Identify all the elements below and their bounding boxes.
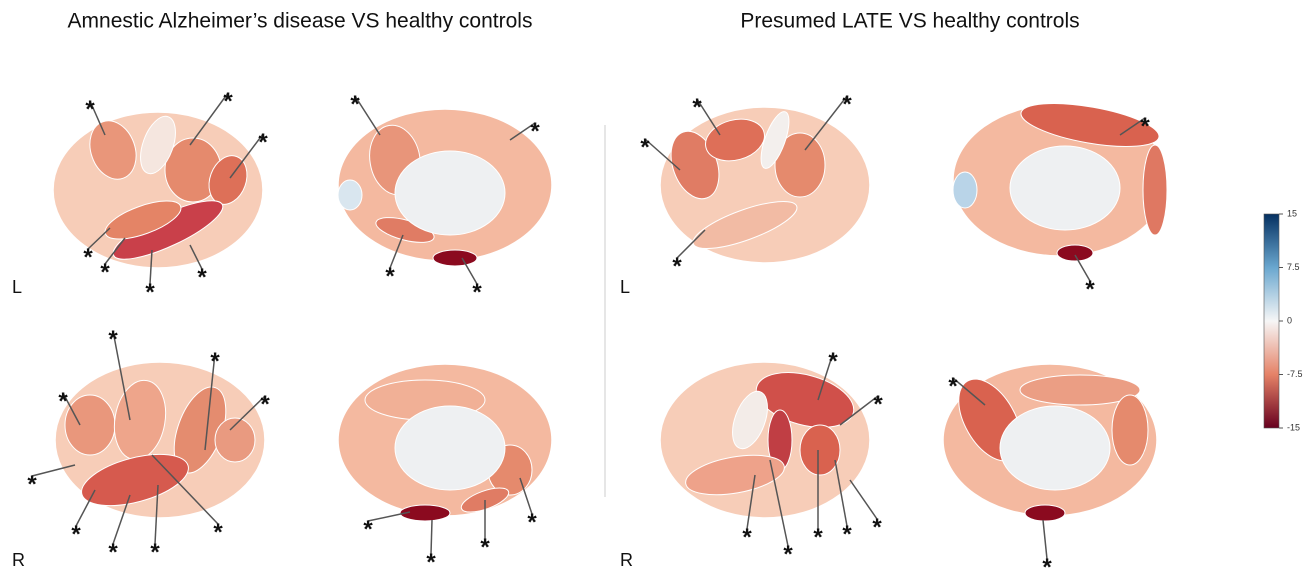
significance-marker: * [692,94,702,121]
significance-marker: * [948,373,958,400]
figure: Amnestic Alzheimer’s disease VS healthy … [0,0,1307,573]
brain-region [800,425,840,475]
significance-marker: * [197,264,207,291]
significance-marker: * [480,534,490,561]
significance-marker: * [472,279,482,306]
significance-marker: * [260,391,270,418]
brain-region [433,250,477,266]
significance-marker: * [145,279,155,306]
significance-marker: * [1085,276,1095,303]
hemisphere-label: R [12,550,25,570]
significance-marker: * [872,514,882,541]
colorbar [1264,214,1279,428]
panel-title: Presumed LATE VS healthy controls [740,10,1079,33]
significance-marker: * [672,253,682,280]
significance-marker: * [223,88,233,115]
significance-marker: * [385,263,395,290]
significance-marker: * [108,326,118,353]
brain-region [1057,245,1093,261]
significance-marker: * [842,521,852,548]
brain-core [1010,146,1120,230]
significance-marker: * [842,91,852,118]
brain-region [1112,395,1148,465]
significance-marker: * [27,471,37,498]
brain-core [395,151,505,235]
colorbar-tick-label: 7.5 [1287,262,1300,272]
brain-core [1000,406,1110,490]
significance-marker: * [71,521,81,548]
brain-region [65,395,115,455]
significance-marker: * [1042,554,1052,573]
significance-marker: * [742,524,752,551]
colorbar-tick-label: -7.5 [1287,369,1303,379]
significance-marker: * [210,348,220,375]
brain-region [1025,505,1065,521]
hemisphere-label: R [620,550,633,570]
significance-marker: * [1140,113,1150,140]
significance-marker: * [527,509,537,536]
brain-core [395,406,505,490]
significance-marker: * [58,388,68,415]
significance-marker: * [85,96,95,123]
significance-marker: * [100,259,110,286]
hemisphere-label: L [620,277,630,297]
brain-region [338,180,362,210]
significance-marker: * [783,541,793,568]
significance-marker: * [640,134,650,161]
significance-marker: * [258,129,268,156]
significance-marker: * [150,539,160,566]
significance-marker: * [350,91,360,118]
significance-marker: * [828,348,838,375]
significance-marker: * [426,549,436,573]
significance-marker: * [530,118,540,145]
brain-region [953,172,977,208]
colorbar-tick-label: -15 [1287,422,1300,432]
significance-marker: * [108,539,118,566]
significance-marker: * [213,519,223,546]
significance-marker: * [83,244,93,271]
significance-marker: * [363,516,373,543]
significance-marker: * [873,391,883,418]
significance-marker: * [813,524,823,551]
panel-title: Amnestic Alzheimer’s disease VS healthy … [68,10,533,33]
hemisphere-label: L [12,277,22,297]
colorbar-tick-label: 15 [1287,208,1297,218]
brain-region [1143,145,1167,235]
colorbar-tick-label: 0 [1287,315,1292,325]
